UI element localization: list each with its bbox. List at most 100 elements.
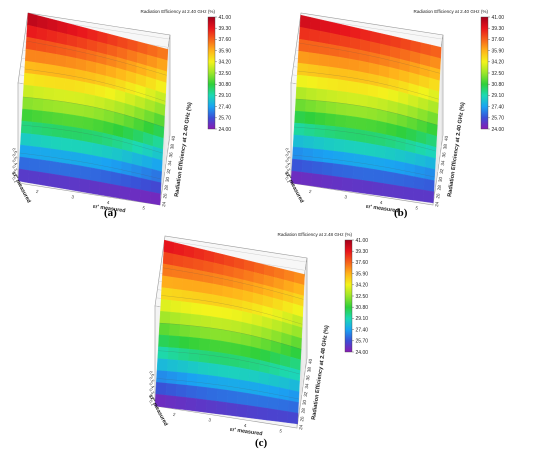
- surface-cell: [160, 287, 173, 301]
- surface-cell: [316, 88, 328, 102]
- surface-cell: [74, 80, 86, 94]
- surface-cell: [187, 360, 199, 375]
- surface-cell: [230, 330, 242, 345]
- surface-cell: [72, 114, 84, 130]
- surface-contour: [24, 68, 166, 102]
- x-tick-label: 2: [36, 189, 40, 194]
- y-tick-label: 0.5: [11, 153, 19, 161]
- colorbar-tick-label: 37.60: [219, 37, 232, 43]
- surface-cell: [239, 344, 251, 359]
- surface-cell: [336, 90, 348, 105]
- surface-cell: [180, 301, 192, 315]
- surface-cell: [404, 150, 416, 166]
- surface-cell: [257, 394, 269, 409]
- surface-cell: [341, 177, 354, 192]
- surface-cell: [188, 336, 201, 351]
- surface-cell: [217, 376, 229, 391]
- z-tick-label: 28: [436, 184, 442, 190]
- x-tick-label: 3: [344, 194, 348, 199]
- surface-cell: [23, 72, 35, 87]
- z-tick-label: 24: [161, 201, 167, 207]
- surface-cell: [349, 37, 361, 51]
- surface-mesh: [154, 239, 305, 425]
- surface-cell: [372, 169, 385, 184]
- y-tick-label: 0.6: [11, 147, 19, 155]
- x-tick-label: 5: [415, 205, 419, 210]
- surface-cell: [236, 403, 248, 418]
- surface-cell: [101, 144, 113, 160]
- colorbar-tick-label: 25.70: [219, 116, 232, 122]
- surface-cell: [303, 135, 315, 150]
- surface-cell: [412, 188, 424, 202]
- surface-cell: [182, 267, 194, 281]
- colorbar-tick-label: 27.40: [492, 104, 505, 110]
- surface-cell: [158, 334, 170, 348]
- surface-cell: [207, 362, 220, 377]
- colorbar-tick-label: 41.00: [219, 15, 232, 21]
- x-tick-label: 4: [107, 200, 111, 205]
- colorbar-tick-label: 41.00: [492, 15, 505, 21]
- z-tick-label: 38: [306, 366, 312, 372]
- surface-cell: [100, 156, 112, 172]
- surface-cell: [102, 132, 114, 148]
- surface-cell: [383, 158, 396, 174]
- surface-cell: [171, 276, 183, 291]
- surface-cell: [92, 118, 104, 134]
- surface-cell: [167, 347, 180, 361]
- x-axis-label: εr' measured: [92, 204, 125, 215]
- surface-cell: [109, 171, 122, 187]
- surface-cell: [240, 332, 252, 347]
- y-tick-label: 0.5: [284, 153, 292, 161]
- surface-cell: [119, 173, 132, 189]
- surface-cell: [185, 397, 197, 412]
- surface-cell: [203, 260, 215, 274]
- surface-cell: [364, 142, 376, 158]
- surface-cell: [49, 148, 62, 163]
- surface-cell: [323, 137, 335, 152]
- z-axis: 24 26 28 30 32 34 36 38 40: [161, 135, 176, 207]
- z-tick-label: 32: [166, 168, 172, 174]
- y-tick-label: 0.3: [284, 164, 292, 172]
- x-axis-label: εr' measured: [365, 204, 398, 215]
- surface-cell: [27, 12, 39, 28]
- surface-cell: [120, 161, 132, 177]
- surface-cell: [315, 100, 327, 114]
- surface-cell: [210, 316, 222, 330]
- surface-cell: [99, 181, 111, 197]
- surface-cell: [229, 342, 241, 357]
- surface-cell: [52, 112, 64, 126]
- surface-cell: [304, 111, 316, 125]
- surface-cell: [44, 63, 56, 78]
- surface-contour: [294, 126, 436, 152]
- colorbar-tick-label: 25.70: [492, 116, 505, 122]
- y-tick-label: 0.6: [284, 147, 292, 155]
- surface-cell: [288, 389, 300, 403]
- surface-cell: [58, 174, 70, 190]
- surface-cell: [35, 50, 47, 65]
- surface-cell: [266, 408, 279, 422]
- surface-cell: [220, 329, 232, 343]
- surface-cell: [164, 395, 177, 409]
- surface-cell: [35, 38, 48, 53]
- surface-cell: [293, 122, 305, 137]
- surface-cell: [206, 387, 218, 402]
- surface-cell: [295, 86, 308, 101]
- surface-cell: [149, 191, 161, 206]
- colorbar-tick-label: 24.00: [356, 350, 369, 356]
- colorbar-title: Radiation Efficiency at 2.40 GHz (%): [141, 9, 216, 14]
- surface-cell: [20, 120, 33, 135]
- surface-cell: [36, 27, 48, 42]
- surface-cell: [90, 154, 102, 170]
- surface-cell: [130, 175, 142, 191]
- surface-cell: [413, 176, 425, 191]
- surface-cell: [268, 385, 280, 399]
- surface-cell: [221, 296, 233, 310]
- colorbar-tick-label: 37.60: [492, 37, 505, 43]
- surface-cell: [197, 361, 210, 376]
- surface-cell: [314, 124, 326, 138]
- surface-cell: [319, 30, 331, 45]
- colorbar-tick-label: 34.20: [356, 283, 369, 289]
- surface-cell: [291, 158, 303, 173]
- surface-cell: [88, 180, 101, 195]
